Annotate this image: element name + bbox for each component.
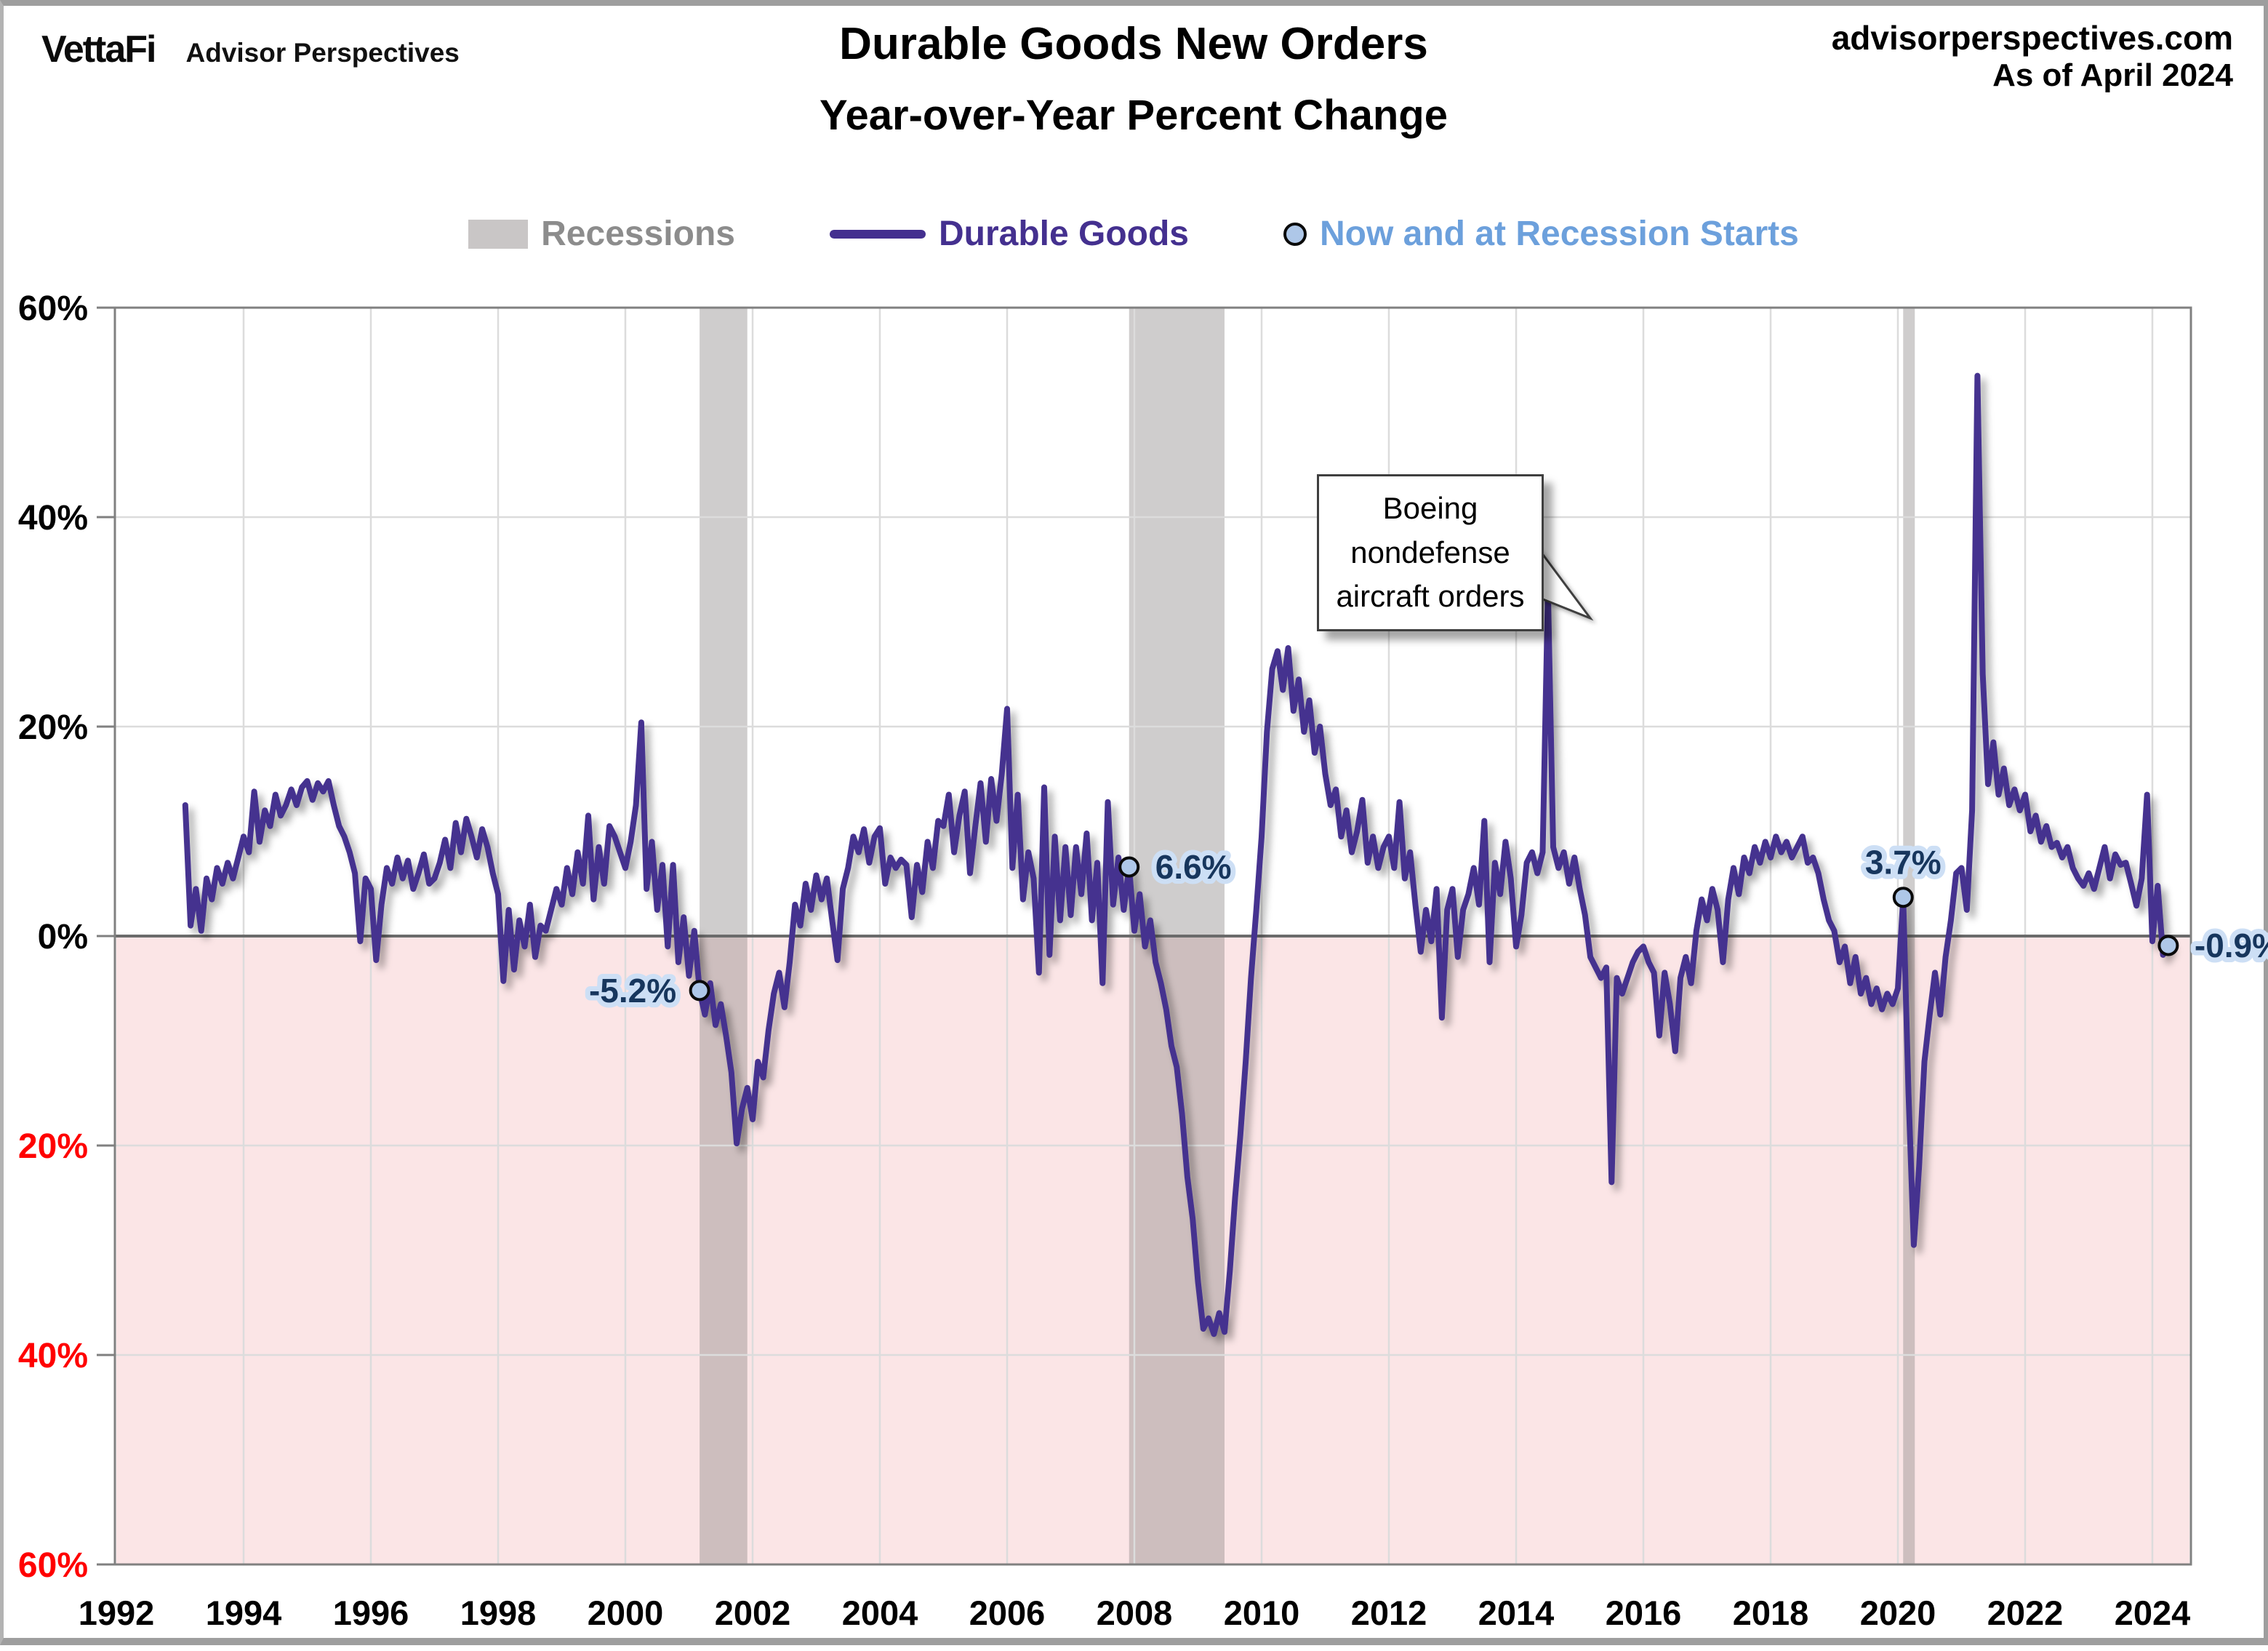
branding: VettaFi Advisor Perspectives bbox=[41, 28, 460, 71]
legend-item-recessions: Recessions bbox=[468, 214, 735, 254]
durable-goods-chart: 60% 40% 20% 0% 20% 40% 60% 1992 1994 1996 1998 2000… bbox=[18, 289, 2268, 1632]
x-axis-label: 2018 bbox=[1733, 1594, 1809, 1632]
boeing-callout-line2: nondefense bbox=[1350, 535, 1510, 569]
y-axis-label: 0% bbox=[38, 918, 88, 956]
boeing-callout-line1: Boeing bbox=[1382, 490, 1478, 525]
x-axis-label: 2002 bbox=[715, 1594, 791, 1632]
marker-value-label: 3.7% bbox=[1865, 844, 1942, 882]
x-axis-label: 2020 bbox=[1860, 1594, 1936, 1632]
y-axis-label: 40% bbox=[18, 1337, 88, 1375]
chart-title-block: Durable Goods New Orders Year-over-Year … bbox=[4, 22, 2264, 137]
y-axis-label: 20% bbox=[18, 708, 88, 747]
y-axis-label: 60% bbox=[18, 1546, 88, 1585]
x-axis-label: 2008 bbox=[1097, 1594, 1173, 1632]
x-axis-label: 2006 bbox=[969, 1594, 1046, 1632]
x-axis-label: 1994 bbox=[206, 1594, 282, 1632]
durable-goods-line bbox=[182, 372, 2171, 1338]
plot-border bbox=[113, 306, 2192, 1566]
recession-swatch bbox=[468, 219, 529, 249]
x-axis-label: 2012 bbox=[1351, 1594, 1427, 1632]
legend-item-durable-goods: Durable Goods bbox=[829, 214, 1189, 254]
source-url: advisorperspectives.com bbox=[1831, 19, 2233, 57]
marker-value-label: 6.6% bbox=[1155, 848, 1232, 886]
x-axis-label: 2022 bbox=[1987, 1594, 2064, 1632]
x-axis-label: 1992 bbox=[79, 1594, 155, 1632]
legend-label-recessions: Recessions bbox=[541, 215, 735, 253]
legend-item-now: Now and at Recession Starts bbox=[1283, 214, 1799, 254]
recession-start-marker bbox=[1118, 856, 1140, 878]
boeing-callout: Boeing nondefense aircraft orders bbox=[1317, 474, 1544, 631]
x-axis-label: 1996 bbox=[333, 1594, 409, 1632]
vettafi-logo: VettaFi bbox=[41, 28, 156, 71]
durable-goods-line-swatch bbox=[829, 229, 926, 239]
x-axis-label: 2024 bbox=[2115, 1594, 2191, 1632]
x-axis-label: 2004 bbox=[842, 1594, 918, 1632]
negative-region bbox=[116, 936, 2189, 1564]
x-axis-label: 2014 bbox=[1478, 1594, 1555, 1632]
as-of-date: As of April 2024 bbox=[1992, 57, 2233, 93]
advisor-perspectives-logo-text: Advisor Perspectives bbox=[185, 38, 460, 68]
legend-label-now: Now and at Recession Starts bbox=[1320, 215, 1799, 253]
chart-subtitle: Year-over-Year Percent Change bbox=[820, 92, 1448, 139]
source-block: advisorperspectives.com As of April 2024 bbox=[1832, 19, 2233, 94]
legend: Recessions Durable Goods Now and at Rece… bbox=[4, 214, 2264, 254]
y-axis-label: 40% bbox=[18, 499, 88, 537]
marker-value-label: -5.2% bbox=[589, 972, 676, 1010]
recession-start-marker-swatch bbox=[1283, 222, 1307, 246]
legend-label-durable-goods: Durable Goods bbox=[938, 215, 1189, 253]
recession-start-marker bbox=[689, 980, 710, 1002]
x-axis-label: 2016 bbox=[1606, 1594, 1682, 1632]
boeing-callout-line3: aircraft orders bbox=[1336, 579, 1525, 614]
recession-start-marker bbox=[1892, 887, 1914, 908]
y-axis-label: 20% bbox=[18, 1127, 88, 1166]
x-axis-label: 2010 bbox=[1224, 1594, 1300, 1632]
y-axis-label: 60% bbox=[18, 289, 88, 328]
chart-title: Durable Goods New Orders bbox=[839, 19, 1428, 69]
marker-value-label: -0.9% bbox=[2195, 927, 2268, 964]
x-axis-label: 2000 bbox=[588, 1594, 664, 1632]
x-axis-label: 1998 bbox=[460, 1594, 537, 1632]
recession-start-marker bbox=[2157, 935, 2179, 956]
